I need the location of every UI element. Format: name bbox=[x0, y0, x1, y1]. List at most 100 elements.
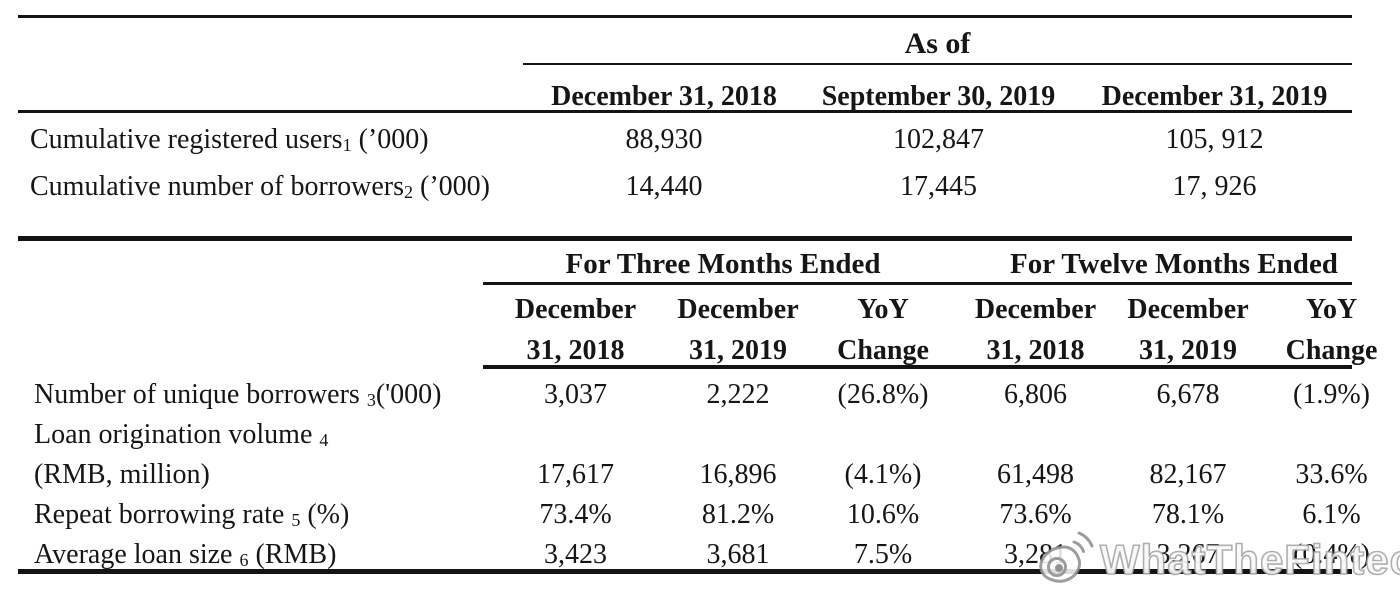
table-cell bbox=[1263, 415, 1400, 455]
table2-group-header-three-months: For Three Months Ended bbox=[565, 248, 881, 280]
table-cell: (26.8%) bbox=[837, 379, 929, 410]
column-header-line1: YoY bbox=[1305, 294, 1358, 325]
table-cell: 61,498 bbox=[997, 459, 1074, 490]
divider-table1-header bbox=[18, 110, 1352, 113]
table-cell: 3,681 bbox=[706, 539, 770, 570]
divider-table2-header bbox=[483, 365, 1352, 369]
column-header-line2: 31, 2019 bbox=[1139, 335, 1237, 366]
table-cell: 17,617 bbox=[537, 459, 614, 490]
row-label: Repeat borrowing rate 5 (%) bbox=[18, 495, 483, 535]
row-label-text: Average loan size bbox=[34, 539, 240, 570]
column-header-line2: 31, 2018 bbox=[986, 335, 1085, 366]
divider-top bbox=[18, 15, 1352, 18]
table-cell bbox=[483, 415, 668, 455]
table-cell: 102,847 bbox=[893, 124, 984, 155]
row-label: (RMB, million) bbox=[18, 455, 483, 495]
row-label-suffix: ('000) bbox=[375, 379, 442, 410]
table-cell: 33.6% bbox=[1295, 459, 1368, 490]
table-cell: 2,222 bbox=[706, 379, 770, 410]
column-header-line1: December bbox=[974, 294, 1097, 325]
table-cell: 6,806 bbox=[1004, 379, 1067, 410]
column-header: December 31, 2019 bbox=[1101, 81, 1328, 112]
table-cell: (1.9%) bbox=[1293, 379, 1370, 410]
row-label-text: Number of unique borrowers bbox=[34, 379, 367, 410]
table-cell: (0.4%) bbox=[1293, 539, 1370, 570]
table-cell: 81.2% bbox=[701, 499, 775, 530]
table-row: (RMB, million) 17,617 16,896 (4.1%) 61,4… bbox=[18, 455, 1400, 495]
table-cell: 73.6% bbox=[999, 499, 1072, 530]
row-label-text: Repeat borrowing rate bbox=[34, 499, 292, 530]
column-header: YoY Change bbox=[1263, 289, 1400, 371]
table-row: Cumulative number of borrowers2 (’000) 1… bbox=[18, 170, 1352, 204]
table-cell bbox=[808, 415, 958, 455]
row-label: Average loan size 6 (RMB) bbox=[18, 535, 483, 575]
row-label-text: Loan origination volume bbox=[34, 419, 320, 450]
column-header: December 31, 2019 bbox=[668, 289, 808, 371]
divider-asof-underline bbox=[523, 63, 1352, 65]
table1-group-header: As of bbox=[904, 27, 971, 60]
table-cell: 88,930 bbox=[625, 124, 703, 155]
column-header-line1: December bbox=[514, 294, 637, 325]
row-label-suffix: (’000) bbox=[351, 124, 429, 155]
table2-header-spacer bbox=[18, 289, 483, 371]
column-header-line1: YoY bbox=[857, 294, 909, 325]
row-label-text: (RMB, million) bbox=[34, 459, 210, 490]
table-cell: 16,896 bbox=[699, 459, 777, 490]
row-label: Cumulative registered users1 (’000) bbox=[18, 123, 528, 157]
table-cell: 7.5% bbox=[853, 539, 913, 570]
row-label-suffix: (RMB) bbox=[248, 539, 337, 570]
divider-bottom bbox=[18, 569, 1352, 574]
row-label-suffix: (%) bbox=[300, 499, 350, 530]
column-header-line1: December bbox=[1127, 294, 1249, 325]
footnote-marker: 1 bbox=[342, 135, 352, 155]
table-cell: 82,167 bbox=[1149, 459, 1227, 490]
table-cell: 3,423 bbox=[544, 539, 607, 570]
row-label: Cumulative number of borrowers2 (’000) bbox=[18, 170, 528, 204]
divider-table2-top bbox=[18, 236, 1352, 241]
table-cell bbox=[958, 415, 1113, 455]
column-header-line2: Change bbox=[837, 335, 929, 366]
table-row: Number of unique borrowers 3('000) 3,037… bbox=[18, 375, 1400, 415]
footnote-marker: 3 bbox=[366, 390, 376, 410]
table2-header-row: December 31, 2018 December 31, 2019 YoY Cha… bbox=[18, 289, 1400, 371]
table-cell: 3,267 bbox=[1156, 539, 1220, 570]
column-header-line2: 31, 2019 bbox=[689, 335, 787, 366]
table-cell: (4.1%) bbox=[844, 459, 922, 490]
footnote-marker: 5 bbox=[291, 510, 301, 530]
table-cell: 3,037 bbox=[544, 379, 607, 410]
column-header-line2: 31, 2018 bbox=[526, 335, 625, 366]
table-cell bbox=[668, 415, 808, 455]
table-cell: 78.1% bbox=[1151, 499, 1225, 530]
footnote-marker: 4 bbox=[319, 430, 329, 450]
column-header: December 31, 2018 bbox=[958, 289, 1113, 371]
table2-group-header-twelve-months: For Twelve Months Ended bbox=[1010, 248, 1338, 280]
table1-header-row: December 31, 2018 September 30, 2019 Dec… bbox=[18, 80, 1352, 114]
row-label-text: Cumulative registered users bbox=[30, 124, 343, 155]
row-label: Loan origination volume 4 bbox=[18, 415, 483, 455]
table-cell: 10.6% bbox=[846, 499, 920, 530]
table-cell: 17,445 bbox=[900, 171, 977, 202]
row-label-suffix: (’000) bbox=[413, 171, 491, 202]
table-cell: 6.1% bbox=[1302, 499, 1361, 530]
table-row: Average loan size 6 (RMB) 3,423 3,681 7.… bbox=[18, 535, 1400, 575]
column-header: September 30, 2019 bbox=[821, 81, 1056, 112]
column-header-line1: December bbox=[677, 294, 799, 325]
table-cell: 73.4% bbox=[539, 499, 612, 530]
table-cell: 3,281 bbox=[1004, 539, 1067, 570]
row-label-text: Cumulative number of borrowers bbox=[30, 171, 405, 202]
table1-header-spacer bbox=[18, 80, 528, 114]
table-cell: 17, 926 bbox=[1172, 171, 1257, 202]
table-cell: 105, 912 bbox=[1165, 124, 1264, 155]
column-header: December 31, 2018 bbox=[551, 81, 777, 112]
column-header: December 31, 2019 bbox=[1113, 289, 1263, 371]
table-row: Loan origination volume 4 bbox=[18, 415, 1400, 455]
table-cell: 14,440 bbox=[625, 171, 703, 202]
column-header: YoY Change bbox=[808, 289, 958, 371]
table-cell bbox=[1113, 415, 1263, 455]
table-row: Repeat borrowing rate 5 (%) 73.4% 81.2% … bbox=[18, 495, 1400, 535]
column-header-line2: Change bbox=[1285, 335, 1378, 366]
column-header: December 31, 2018 bbox=[483, 289, 668, 371]
footnote-marker: 2 bbox=[404, 182, 414, 202]
row-label: Number of unique borrowers 3('000) bbox=[18, 375, 483, 415]
